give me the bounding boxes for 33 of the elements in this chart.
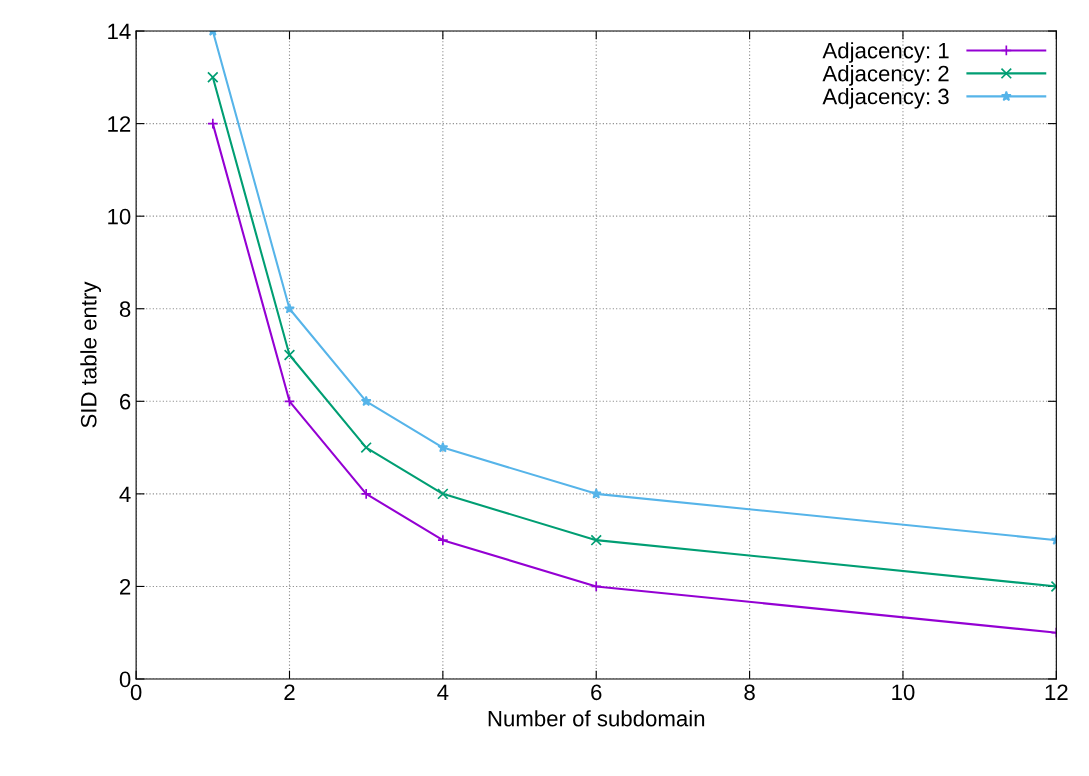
y-tick-label: 2 <box>120 578 131 595</box>
y-tick-label: 6 <box>120 393 131 410</box>
point <box>437 488 449 500</box>
legend-label: Adjacency: 2 <box>822 65 949 86</box>
y-tick-label: 14 <box>108 23 131 40</box>
x-tick-label: 4 <box>437 684 449 700</box>
legend-label: Adjacency: 3 <box>822 88 949 109</box>
y-axis-title: SID table entry <box>80 281 101 428</box>
point <box>590 488 602 499</box>
x-tick-label: 10 <box>892 684 915 701</box>
y-tick-label: 0 <box>119 671 131 688</box>
point <box>283 349 296 361</box>
legend-label: Adjacency: 1 <box>822 42 949 63</box>
point <box>360 488 372 500</box>
point <box>207 117 219 130</box>
point <box>437 441 449 453</box>
point <box>207 71 219 84</box>
point <box>590 534 602 546</box>
x-axis-title: Number of subdomain <box>488 710 705 727</box>
y-tick-label: 4 <box>119 486 131 502</box>
y-tick-label: 10 <box>108 208 131 225</box>
y-tick-label: 12 <box>108 116 131 132</box>
x-tick-label: 6 <box>591 684 602 701</box>
point <box>360 441 372 454</box>
x-tick-label: 2 <box>284 684 295 700</box>
x-tick-label: 8 <box>744 684 755 701</box>
y-tick-label: 8 <box>119 301 131 318</box>
point <box>360 395 372 407</box>
point <box>590 580 602 593</box>
point <box>437 534 449 546</box>
x-tick-label: 12 <box>1045 684 1068 700</box>
point <box>283 395 296 407</box>
point <box>284 303 295 314</box>
